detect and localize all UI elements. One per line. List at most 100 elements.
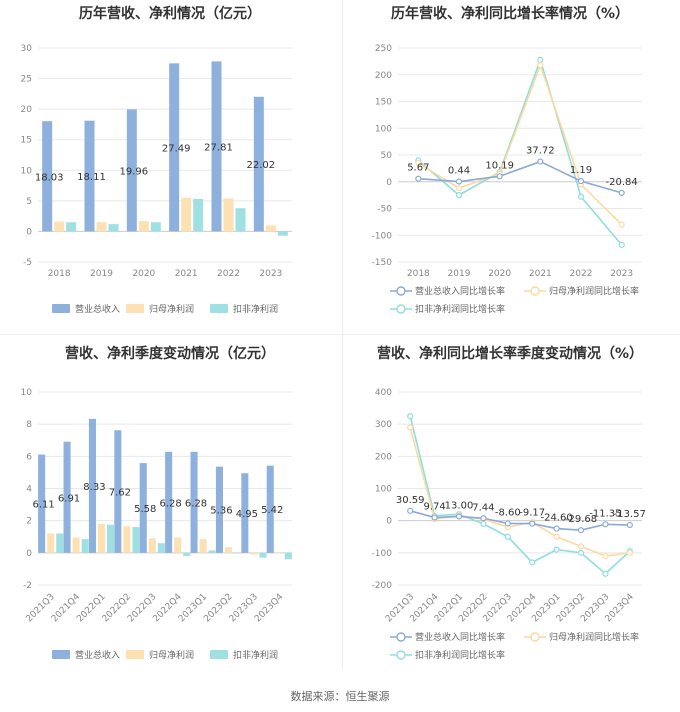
data-label: 5.36	[210, 506, 232, 517]
legend-label: 营业总收入同比增长率	[415, 631, 505, 643]
vertical-divider	[342, 0, 343, 670]
data-point	[577, 527, 585, 534]
y-tick-label: 0	[26, 227, 32, 237]
quarter-growth-chart: 营收、净利同比增长率季度变动情况（%） 400 300 200 100 0 -100 -200…	[372, 345, 646, 661]
data-label: -9.17	[519, 508, 545, 519]
quarter-bar-chart: 营收、净利季度变动情况（亿元）1086420-22021Q32021Q42022…	[21, 345, 292, 661]
bar	[138, 221, 149, 232]
annual-growth-chart: 历年营收、净利同比增长率情况（%） 250 200 150 100 50 0 -50 -100 -…	[372, 5, 642, 315]
bar	[96, 222, 107, 232]
chart-title: 历年营收、净利同比增长率情况（%）	[391, 5, 629, 22]
y-tick-label: 2	[26, 517, 32, 527]
x-tick-label: 2021	[175, 269, 198, 279]
bar	[234, 552, 242, 554]
legend-swatch	[210, 304, 228, 313]
bar	[253, 96, 264, 232]
bar	[63, 441, 71, 553]
legend-label: 扣非净利润	[233, 303, 278, 315]
data-source-text: 数据来源：恒生聚源	[290, 690, 390, 703]
bar	[139, 463, 147, 553]
bar	[241, 473, 249, 553]
data-label: 0.44	[448, 166, 470, 177]
bar	[157, 543, 165, 553]
bar	[126, 109, 137, 232]
legend-label: 归母净利润	[149, 649, 194, 661]
data-point	[431, 514, 438, 521]
data-point	[496, 173, 503, 180]
legend-label: 扣非净利润	[233, 649, 278, 661]
chart-title: 历年营收、净利情况（亿元）	[79, 5, 261, 22]
data-label: 10.19	[485, 160, 514, 171]
horizontal-divider	[0, 334, 680, 335]
legend-swatch-marker	[530, 632, 540, 642]
legend-swatch-marker	[396, 632, 406, 642]
bar	[72, 537, 80, 553]
annual-bar-panel: 历年营收、净利情况（亿元） 30 25 20 15 10 5 0 -5 2018 2019 2020 2…	[0, 0, 340, 330]
bar	[181, 197, 192, 232]
bar	[208, 550, 216, 553]
series-line	[418, 160, 622, 194]
x-tick-label: 2023	[259, 269, 282, 279]
bar	[169, 63, 180, 232]
y-tick-label: 20	[21, 105, 33, 115]
data-point	[618, 241, 625, 248]
y-tick-label: 8	[26, 420, 32, 430]
data-label: 27.81	[204, 142, 233, 153]
y-tick-label: 300	[375, 420, 392, 430]
annual-bar-chart: 历年营收、净利情况（亿元） 30 25 20 15 10 5 0 -5 2018 2019 2020 2…	[21, 5, 292, 315]
data-point	[537, 62, 544, 69]
data-point	[602, 521, 609, 528]
data-label: 22.02	[247, 160, 276, 171]
annual-line-panel: 历年营收、净利同比增长率情况（%） 250 200 150 100 50 0 -50 -100 -…	[340, 0, 680, 330]
data-point	[626, 521, 633, 529]
y-tick-label: -2	[23, 581, 32, 591]
data-label: 18.03	[35, 172, 64, 183]
data-point	[577, 549, 585, 556]
legend-label: 扣非净利润同比增长率	[415, 303, 505, 315]
data-label: 6.28	[160, 498, 182, 509]
data-label: -13.57	[614, 509, 646, 520]
x-tick-label: 2020	[488, 269, 511, 279]
series-line	[409, 427, 630, 557]
bar	[84, 120, 95, 232]
bar	[66, 222, 77, 232]
data-point	[553, 546, 560, 553]
y-tick-label: 150	[375, 98, 392, 108]
legend-swatch	[126, 304, 144, 313]
legend-swatch-marker	[530, 286, 540, 296]
data-label: 30.59	[396, 495, 425, 506]
bar	[132, 527, 140, 553]
x-tick-label: 2018	[407, 269, 430, 279]
y-tick-label: 30	[21, 44, 33, 54]
legend-label: 归母净利润同比增长率	[549, 285, 639, 297]
data-point	[602, 552, 609, 560]
legend-label: 营业总收入同比增长率	[415, 285, 505, 297]
x-tick-label: 2019	[448, 269, 471, 279]
data-label: 37.72	[526, 146, 555, 157]
data-label: 19.96	[120, 166, 149, 177]
bar	[81, 539, 89, 553]
x-tick-label: 2023	[610, 269, 633, 279]
legend-swatch-marker	[396, 286, 406, 296]
y-tick-label: 5	[26, 197, 32, 207]
bar	[42, 121, 53, 232]
data-label: 18.11	[77, 172, 106, 183]
data-label: 27.49	[162, 143, 191, 154]
bar	[114, 430, 122, 553]
y-tick-label: 0	[26, 549, 32, 559]
data-label: 5.42	[261, 505, 283, 516]
data-label: 7.62	[109, 488, 131, 499]
y-tick-label: -5	[23, 258, 32, 268]
x-tick-label: 2023Q4	[253, 592, 286, 625]
bar	[284, 552, 292, 560]
y-tick-label: 250	[375, 44, 392, 54]
data-point	[407, 424, 414, 431]
data-label: -24.60	[540, 513, 572, 524]
bar	[56, 533, 64, 553]
bar	[165, 451, 173, 553]
bar	[193, 199, 204, 232]
data-label: 8.33	[83, 482, 105, 493]
bar	[88, 418, 96, 553]
bar	[211, 61, 222, 232]
legend-label: 扣非净利润同比增长率	[415, 649, 505, 661]
